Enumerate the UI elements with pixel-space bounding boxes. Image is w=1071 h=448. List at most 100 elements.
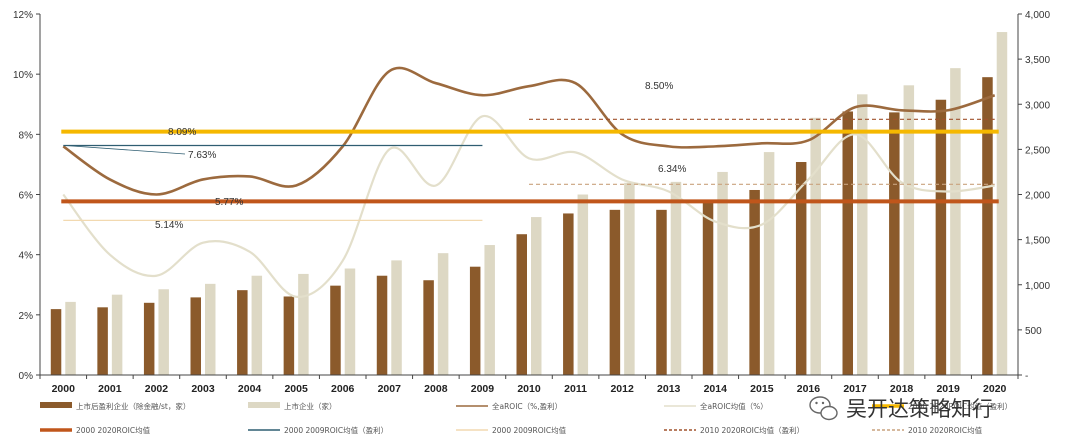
ref-label-1: 8.09% [168,127,196,138]
bar-listed-2003 [205,283,216,375]
x-tick-label-2007: 2007 [378,383,402,395]
x-tick-label-2003: 2003 [191,383,215,395]
bar-listed-2001 [111,294,123,375]
bar-profitable-2015 [749,189,760,375]
x-tick-label-2005: 2005 [284,383,308,395]
legend-swatch-0 [40,402,72,408]
x-tick-label-2014: 2014 [704,383,728,395]
bar-profitable-2004 [237,290,248,375]
x-tick-label-2020: 2020 [983,383,1007,395]
bar-profitable-2008 [423,280,434,375]
legend-label-0: 上市后盈利企业（除金融/st，家） [76,401,190,411]
bar-listed-2006 [344,268,356,375]
bar-listed-2007 [391,260,402,375]
bar-listed-2002 [158,289,169,375]
legend-label-6: 2000 2009ROIC均值（盈利） [284,425,388,435]
x-tick-label-2017: 2017 [843,383,867,395]
x-tick-label-2009: 2009 [471,383,495,395]
bar-profitable-2020 [982,77,993,376]
bar-profitable-2009 [469,266,481,375]
x-tick-label-2002: 2002 [145,383,169,395]
legend-label-4: 2000 2020ROIC均值（盈利） [908,401,1012,411]
bar-profitable-2007 [376,275,388,375]
legend-label-9: 2010 2020ROIC均值 [908,425,983,435]
left-tick-label-4: 8% [19,130,34,141]
x-tick-label-2006: 2006 [331,383,355,395]
bar-listed-2016 [810,117,821,375]
legend: 上市后盈利企业（除金融/st，家） 上市企业（家） 全aROIC（%,盈利） 全aRO… [40,401,1012,435]
right-tick-label-0: - [1025,371,1028,382]
ref-label-0: 5.77% [215,197,243,208]
ref-label-leader [65,145,186,155]
left-tick-label-6: 12% [13,10,33,21]
bar-profitable-2016 [795,162,807,375]
bar-profitable-2017 [842,111,853,375]
legend-label-7: 2000 2009ROIC均值 [492,425,567,435]
left-tick-label-5: 10% [13,70,33,81]
bar-profitable-2003 [190,297,201,375]
bar-listed-2010 [531,217,542,375]
right-tick-label-7: 3,500 [1025,55,1050,66]
bar-profitable-2014 [702,200,714,375]
bar-profitable-2018 [889,112,900,375]
bar-profitable-2002 [143,302,155,375]
right-tick-label-3: 1,500 [1025,236,1050,247]
left-tick-label-0: 0% [19,371,34,382]
bar-listed-2020 [996,32,1008,376]
bar-layer [50,32,1008,376]
line-roic-profitable [62,66,996,196]
bar-listed-2014 [717,171,728,375]
bar-profitable-2010 [516,234,527,375]
legend-label-5: 2000 2020ROIC均值 [76,425,151,435]
bar-profitable-2011 [563,213,574,375]
bar-listed-2018 [903,85,915,376]
bar-profitable-2001 [97,307,108,375]
x-tick-label-2016: 2016 [797,383,821,395]
left-tick-label-2: 4% [19,251,34,262]
right-tick-label-1: 500 [1025,326,1042,337]
bar-profitable-2000 [50,309,62,375]
bar-listed-2000 [65,301,76,375]
legend-swatch-1 [248,402,280,408]
watermark: 吴开达策略知行 [809,396,993,421]
bar-profitable-2013 [656,209,667,375]
bar-listed-2004 [251,275,263,375]
bar-listed-2009 [484,245,495,375]
legend-label-2: 全aROIC（%,盈利） [492,401,562,411]
x-tick-label-2008: 2008 [424,383,448,395]
x-tick-label-2001: 2001 [98,383,122,395]
legend-label-8: 2010 2020ROIC均值（盈利） [700,425,804,435]
x-tick-label-2013: 2013 [657,383,681,395]
x-tick-label-2000: 2000 [52,383,76,395]
axes-layer: 0% 2% 4% 6% 8% 10% 12% - 500 1,000 1,500 2,000 2,500… [13,10,1050,395]
bar-listed-2011 [577,194,589,375]
ref-label-4: 8.50% [645,81,673,92]
x-tick-label-2015: 2015 [750,383,774,395]
bar-profitable-2012 [609,209,621,375]
x-tick-label-2011: 2011 [564,383,587,395]
right-tick-label-5: 2,500 [1025,145,1050,156]
bar-profitable-2019 [935,99,947,376]
bar-listed-2015 [763,152,775,375]
bar-listed-2008 [437,253,449,375]
line-layer [62,66,996,298]
x-tick-label-2012: 2012 [610,383,634,395]
right-tick-label-8: 4,000 [1025,10,1050,21]
ref-label-3: 5.14% [155,220,183,231]
x-tick-label-2010: 2010 [517,383,541,395]
reference-line-layer: 5.77% 8.09% 7.63% 5.14% 8.50% 6.34% [61,81,999,231]
x-tick-label-2018: 2018 [890,383,914,395]
right-tick-label-6: 3,000 [1025,100,1050,111]
left-tick-label-1: 2% [19,311,34,322]
right-tick-label-4: 2,000 [1025,191,1050,202]
watermark-text: 吴开达策略知行 [846,397,993,421]
bar-profitable-2005 [283,296,295,375]
left-tick-label-3: 6% [19,191,34,202]
x-tick-label-2019: 2019 [936,383,960,395]
bar-profitable-2006 [330,285,341,375]
bar-listed-2019 [950,68,961,376]
bar-listed-2012 [624,182,635,375]
right-tick-label-2: 1,000 [1025,281,1050,292]
